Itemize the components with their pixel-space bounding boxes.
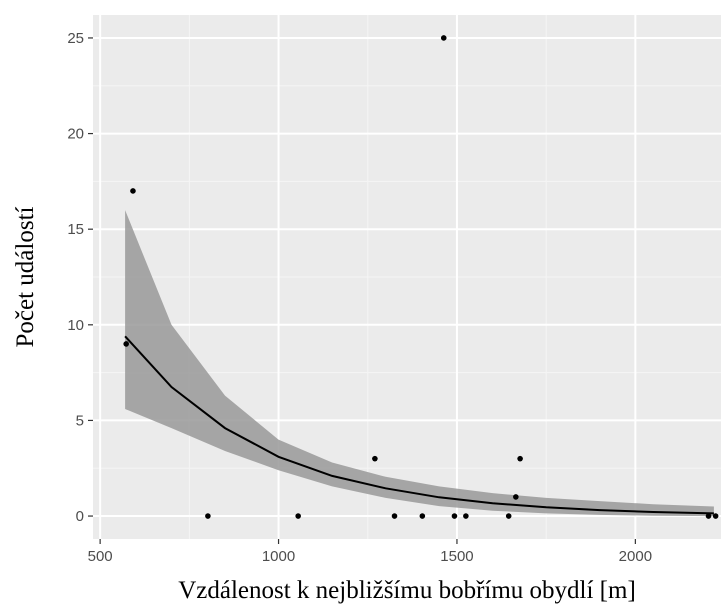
data-point xyxy=(451,513,458,519)
x-axis-title: Vzdálenost k nejbližšímu bobřímu obydlí … xyxy=(178,577,636,604)
data-point xyxy=(440,35,447,41)
data-point xyxy=(205,513,211,519)
data-point xyxy=(391,513,398,519)
x-tick-label: 1500 xyxy=(440,548,473,565)
data-point xyxy=(705,513,712,519)
y-axis-title: Počet událostí xyxy=(12,206,39,347)
y-tick-label: 0 xyxy=(76,508,84,525)
data-point xyxy=(505,513,512,519)
data-point xyxy=(463,513,469,519)
data-points xyxy=(123,35,719,519)
x-axis-ticks: 500 1000 1500 2000 xyxy=(88,539,652,565)
y-tick-label: 15 xyxy=(67,221,84,238)
data-point xyxy=(123,341,129,347)
y-axis-ticks: 0 5 10 15 20 25 xyxy=(67,30,93,525)
x-tick-label: 500 xyxy=(88,548,113,565)
data-point xyxy=(295,513,301,519)
y-tick-label: 10 xyxy=(67,317,84,334)
fitted-curve xyxy=(124,335,714,515)
x-tick-label: 2000 xyxy=(619,548,652,565)
data-point xyxy=(517,455,523,462)
y-tick-label: 5 xyxy=(76,412,84,429)
y-tick-label: 25 xyxy=(67,30,84,47)
confidence-ribbon xyxy=(125,210,714,517)
y-tick-label: 20 xyxy=(67,126,84,143)
data-point xyxy=(419,513,426,519)
data-point xyxy=(712,513,719,519)
data-point xyxy=(130,188,136,194)
data-point xyxy=(372,455,378,462)
x-tick-label: 1000 xyxy=(262,548,295,565)
data-point xyxy=(513,494,519,500)
minor-gridlines xyxy=(93,15,721,539)
